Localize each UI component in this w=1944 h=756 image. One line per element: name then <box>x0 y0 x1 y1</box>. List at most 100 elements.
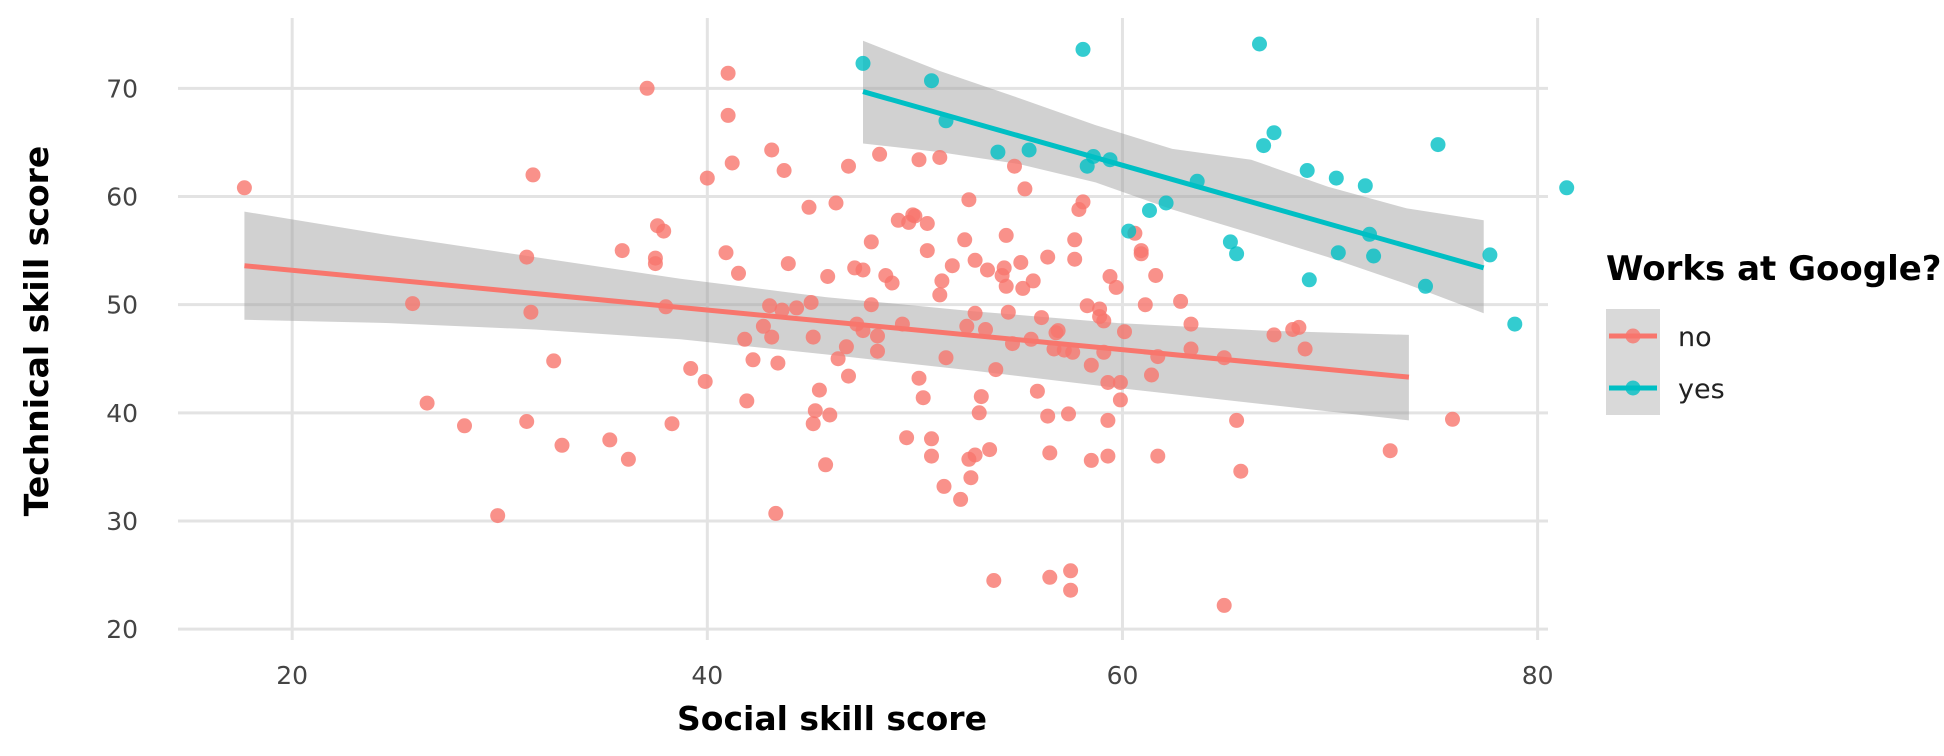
fit-lines <box>244 89 1485 380</box>
legend-label-yes: yes <box>1678 374 1725 405</box>
data-point-no <box>1102 269 1118 284</box>
data-point-no <box>801 199 817 215</box>
grid-lines <box>178 18 1548 640</box>
data-point-no <box>932 287 948 303</box>
data-point-no <box>971 405 987 421</box>
data-point-no <box>907 208 923 224</box>
data-point-no <box>1291 319 1307 335</box>
data-point-no <box>961 192 977 208</box>
data-point-no <box>1112 375 1128 390</box>
data-point-no <box>986 573 1002 588</box>
data-point-no <box>967 447 983 463</box>
confidence-band-no <box>244 211 1409 421</box>
y-axis-title: Technical skill score <box>17 146 56 517</box>
x-tick-label: 20 <box>276 661 308 690</box>
data-point-no <box>1034 310 1049 326</box>
data-point-no <box>818 457 834 473</box>
data-point-no <box>967 305 983 321</box>
data-point-yes <box>1328 170 1344 186</box>
y-tick-label: 50 <box>106 291 138 320</box>
data-point-no <box>1108 279 1124 295</box>
data-point-yes <box>1430 137 1446 153</box>
x-tick-label: 80 <box>1522 661 1554 690</box>
legend: Works at Google? no yes <box>1606 249 1942 415</box>
data-point-no <box>841 368 856 384</box>
x-tick-labels: 20 40 60 80 <box>276 661 1553 690</box>
data-point-no <box>1065 344 1081 360</box>
data-point-no <box>731 265 746 281</box>
data-point-no <box>1100 375 1116 390</box>
data-point-no <box>1029 383 1045 399</box>
data-point-no <box>1025 273 1041 289</box>
data-point-no <box>998 227 1014 243</box>
data-point-no <box>884 275 900 291</box>
y-tick-label: 40 <box>106 399 138 428</box>
data-point-yes <box>1252 36 1267 52</box>
data-point-no <box>614 243 630 259</box>
x-tick-label: 40 <box>691 661 723 690</box>
data-point-no <box>1083 452 1099 468</box>
y-tick-label: 20 <box>106 615 138 644</box>
data-point-no <box>841 158 856 174</box>
data-point-yes <box>924 73 939 89</box>
confidence-band-yes <box>863 40 1484 314</box>
data-point-no <box>639 80 655 96</box>
legend-label-no: no <box>1678 322 1712 353</box>
data-point-no <box>236 180 252 196</box>
data-point-yes <box>1366 248 1382 264</box>
data-point-no <box>1063 582 1079 598</box>
data-point-no <box>764 329 780 345</box>
data-point-no <box>1100 448 1116 464</box>
data-point-yes <box>1482 247 1498 263</box>
data-point-no <box>805 416 821 432</box>
data-point-no <box>718 245 734 261</box>
data-point-no <box>647 250 663 266</box>
data-point-no <box>899 430 915 446</box>
data-point-no <box>1173 293 1189 309</box>
data-point-no <box>953 491 969 507</box>
data-point-no <box>554 437 570 453</box>
data-point-no <box>830 351 846 367</box>
legend-key-point-yes <box>1625 380 1641 396</box>
data-point-no <box>490 508 506 524</box>
data-point-yes <box>1330 245 1346 261</box>
data-point-no <box>988 362 1004 378</box>
data-point-no <box>982 442 998 458</box>
data-point-yes <box>1507 316 1523 332</box>
data-point-yes <box>1266 125 1282 141</box>
data-point-no <box>911 152 927 168</box>
y-tick-label: 30 <box>106 507 138 536</box>
data-point-no <box>1216 597 1232 613</box>
data-point-no <box>870 328 885 344</box>
x-tick-label: 60 <box>1107 661 1139 690</box>
data-point-no <box>1017 181 1033 197</box>
data-point-no <box>803 295 819 310</box>
data-point-no <box>699 170 715 186</box>
data-point-no <box>1117 324 1132 340</box>
data-point-no <box>1297 341 1313 357</box>
data-point-no <box>872 146 888 162</box>
data-point-yes <box>1075 41 1091 57</box>
data-point-no <box>405 296 421 312</box>
data-point-no <box>1233 463 1249 479</box>
data-point-no <box>959 318 975 334</box>
data-point-no <box>957 232 973 248</box>
data-point-no <box>919 243 935 259</box>
data-point-no <box>720 107 736 123</box>
data-point-no <box>1445 411 1460 427</box>
data-point-no <box>1015 280 1031 296</box>
data-point-yes <box>990 144 1006 160</box>
data-point-no <box>1382 443 1398 459</box>
data-point-no <box>1063 563 1079 579</box>
data-point-no <box>828 195 844 211</box>
data-point-no <box>980 262 995 278</box>
data-point-no <box>1075 194 1091 210</box>
fit-line-yes <box>862 89 1485 271</box>
data-point-no <box>1067 232 1083 248</box>
data-point-no <box>855 262 871 278</box>
data-point-no <box>1079 298 1095 314</box>
data-point-no <box>863 234 879 250</box>
data-point-no <box>932 150 948 165</box>
data-point-yes <box>1418 278 1433 294</box>
